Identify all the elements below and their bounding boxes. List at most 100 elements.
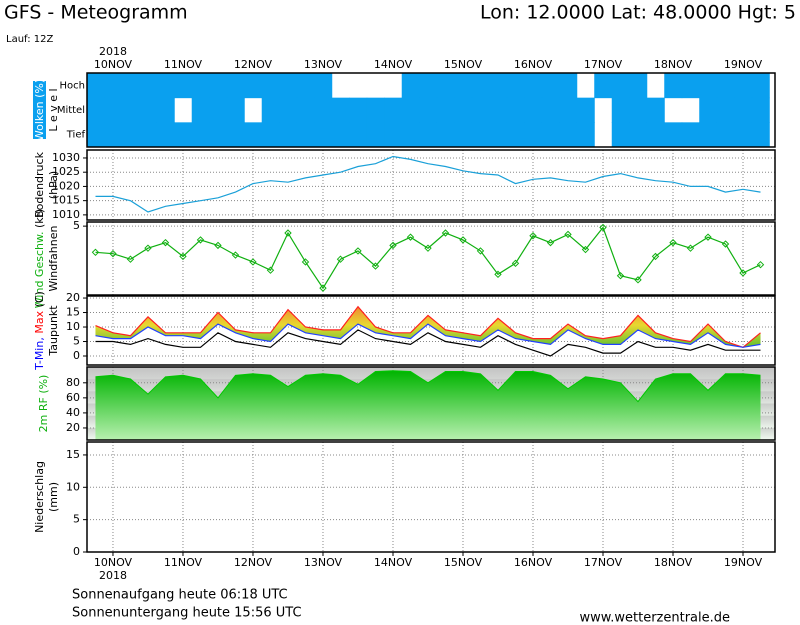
cloud-cell (226, 97, 245, 123)
marker (126, 255, 135, 263)
cloud-cell (104, 97, 123, 123)
marker (179, 252, 187, 261)
marker (564, 230, 572, 239)
run: Lauf: 12Z (6, 34, 53, 45)
rh-area (95, 370, 761, 440)
cloud-cell (314, 73, 333, 99)
y-tick-label: 10 (66, 480, 80, 493)
cloud-cell (716, 97, 735, 123)
cloud-cell (261, 97, 280, 123)
series-line (95, 226, 761, 290)
marker (599, 223, 607, 232)
y-axis-label-part: Niederschlag (33, 461, 46, 533)
series-line (95, 329, 761, 357)
y-tick-label: 15 (66, 448, 80, 461)
cloud-cell (384, 122, 403, 148)
marker (424, 244, 432, 252)
marker (441, 229, 450, 237)
y-axis-label: Wolken (%) (33, 79, 46, 141)
y-axis-label-part: Wind Geschw. (33, 232, 46, 309)
x-tick-label-top: 17NOV (584, 58, 623, 71)
marker (301, 258, 310, 266)
cloud-cell (716, 73, 735, 99)
cloud-cell (191, 122, 210, 148)
cloud-cell (471, 73, 490, 99)
y-tick-label: 0 (73, 545, 80, 558)
cloud-cell (156, 97, 175, 123)
cloud-cell (419, 122, 438, 148)
marker (651, 252, 660, 261)
cloud-cell (104, 122, 123, 148)
cloud-cell (646, 97, 665, 123)
cloud-cell (436, 122, 455, 148)
cloud-cell (226, 122, 245, 148)
cloud-cell (279, 97, 298, 123)
marker (581, 245, 590, 254)
y-axis-label: 2m RF (%) (37, 375, 50, 433)
cloud-cell (647, 73, 665, 98)
x-tick-label-bottom: 10NOV (94, 556, 133, 569)
cloud-cell (506, 122, 525, 148)
cloud-cell (611, 122, 630, 148)
y-axis-label-part: T-Min, (33, 337, 46, 371)
cloud-cell (121, 122, 140, 148)
panel: Wind Geschw. (kt)Windfahnen 5 (33, 209, 776, 308)
year-top: 2018 (99, 45, 127, 58)
y-axis-label-part: Bodendruck (33, 151, 46, 218)
cloud-cell (524, 73, 543, 99)
y-axis-label: Bodendruck (33, 151, 46, 218)
cloud-cell (332, 73, 350, 98)
x-tick-label-top: 19NOV (724, 58, 763, 71)
cloud-cell (86, 97, 105, 123)
y-axis-label: Wind Geschw. (kt) (33, 209, 46, 308)
y-axis-label-part: Max (33, 310, 46, 337)
marker (284, 229, 292, 237)
marker (704, 233, 712, 241)
y-axis-label: (hPa) (47, 171, 60, 199)
cloud-cell (524, 97, 543, 123)
x-tick-label-top: 13NOV (304, 58, 343, 71)
panel-frame (86, 366, 776, 441)
x-tick-label-bottom: 17NOV (584, 556, 623, 569)
y-tick-label: 10 (66, 320, 80, 333)
cloud-cell (366, 122, 385, 148)
panel-frame (86, 72, 776, 148)
x-tick-label-top: 15NOV (444, 58, 483, 71)
cloud-cell (86, 73, 105, 99)
marker (231, 251, 240, 259)
marker (109, 249, 117, 258)
cloud-cell (401, 73, 420, 99)
y-tick-label: 5 (73, 335, 80, 348)
y-axis-label-part: Wolken (%) (33, 79, 46, 141)
y-tick-label: 80 (66, 376, 80, 389)
cloud-cell (419, 97, 438, 123)
y-axis-label-part: Taupunkt (47, 305, 60, 357)
y-axis-label: Windfahnen (47, 226, 60, 292)
cloud-cell (401, 122, 420, 148)
marker (529, 232, 537, 240)
cloud-cell (209, 73, 228, 99)
cloud-cell (629, 122, 648, 148)
level-label: Mittel (57, 105, 85, 116)
y-tick-label: 1025 (52, 165, 80, 178)
cloud-cell (349, 97, 368, 123)
cloud-cell (734, 97, 753, 123)
x-tick-label-bottom: 13NOV (304, 556, 343, 569)
y-tick-label: 0 (73, 349, 80, 362)
cloud-cell (174, 122, 193, 148)
marker (266, 266, 275, 274)
cloud-cell (279, 73, 298, 99)
x-tick-label-bottom: 16NOV (514, 556, 553, 569)
y-axis-label: Taupunkt (47, 305, 60, 357)
cloud-cell (384, 73, 402, 98)
marker (406, 233, 415, 241)
cloud-cell (664, 98, 682, 123)
cloud-cell (454, 122, 473, 148)
cloud-cell (664, 73, 683, 99)
y-axis-label: Niederschlag (33, 461, 46, 533)
cloud-cell (454, 73, 473, 99)
y-tick-label: 5 (73, 219, 80, 232)
cloud-cell (734, 73, 753, 99)
y-tick-label: 5 (73, 513, 80, 526)
